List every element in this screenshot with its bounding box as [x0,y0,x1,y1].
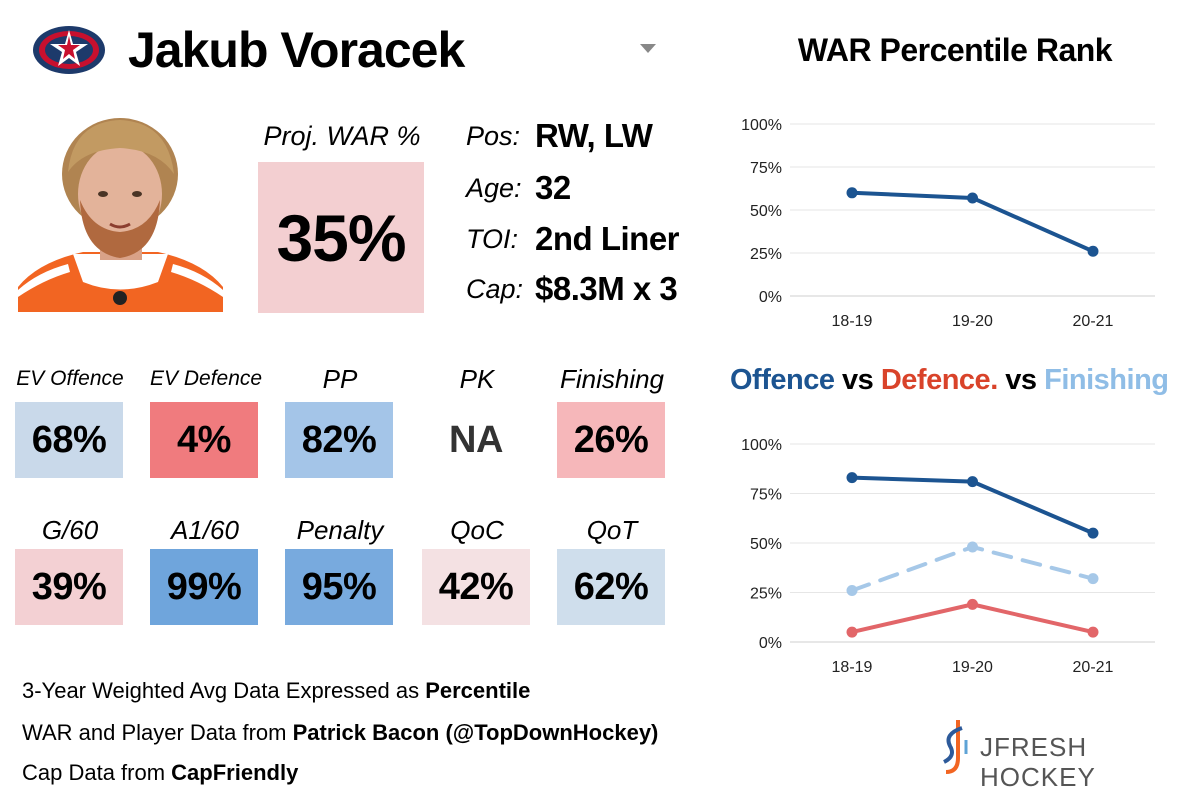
x-tick-label: 20-21 [1073,313,1114,330]
data-point [846,585,858,597]
ovd-title-defence: Defence. [880,364,998,396]
x-tick-label: 18-19 [832,659,873,676]
data-point [967,192,978,204]
stat-value-pp: 82% [285,402,393,478]
y-tick-label: 75% [750,160,782,177]
y-tick-label: 0% [759,635,782,652]
stat-label-g60: G/60 [41,515,99,545]
data-point [1087,573,1099,585]
y-tick-label: 25% [750,586,782,603]
stat-value-g60: 39% [15,549,123,625]
toi-label: TOI: [466,224,519,254]
stat-value-pk: NA [422,402,530,478]
offence-defence-finishing-chart: 100% 75% 50% 25% 0% 18-19 19-20 20-21 [741,437,1155,676]
chevron-down-icon[interactable] [640,44,656,53]
ovd-title-vs-1: vs [834,364,881,396]
player-name: Jakub Voracek [128,22,465,78]
series-line [850,544,1095,593]
y-tick-label: 25% [750,246,782,263]
x-tick-label: 20-21 [1073,659,1114,676]
stat-value-ev-defence: 4% [150,402,258,478]
cap-label: Cap: [466,274,524,304]
stat-value-ev-offence: 68% [15,402,123,478]
stat-value-qoc: 42% [422,549,530,625]
stat-label-a160: A1/60 [171,515,239,545]
x-tick-label: 19-20 [952,659,993,676]
age-value: 32 [535,169,571,206]
y-tick-label: 75% [750,487,782,504]
player-photo [18,112,223,312]
stat-label-finishing: Finishing [559,364,665,394]
stat-label-qot: QoT [586,515,638,545]
war-chart-title: WAR Percentile Rank [797,32,1113,68]
toi-value: 2nd Liner [535,220,680,257]
ovd-title-vs-2: vs [997,364,1045,396]
y-tick-label: 100% [741,437,782,454]
ovd-title-finishing: Finishing [1044,364,1169,396]
stat-label-pk: PK [459,364,495,394]
stat-value-qot: 62% [557,549,665,625]
data-point [1087,527,1099,539]
data-point [1087,245,1099,257]
data-point [846,187,858,199]
x-tick-label: 19-20 [952,313,993,330]
stat-value-penalty: 95% [285,549,393,625]
stat-label-pp: PP [322,364,358,394]
stat-label-ev-offence: EV Offence [16,367,124,390]
stat-label-ev-defence: EV Defence [150,367,263,390]
y-tick-label: 50% [750,536,782,553]
stat-label-qoc: QoC [450,515,504,545]
brand-text: JFRESH HOCKEY [980,732,1096,792]
y-tick-label: 0% [759,289,782,306]
cap-value: $8.3M x 3 [535,270,678,307]
stat-label-penalty: Penalty [296,515,384,545]
x-tick-label: 18-19 [832,313,873,330]
ovd-title-offence: Offence [730,364,835,396]
footer-line-3: Cap Data from CapFriendly [22,760,299,785]
pos-value: RW, LW [535,117,653,154]
data-point [846,472,858,484]
team-logo-icon [30,20,108,80]
footer-line-1: 3-Year Weighted Avg Data Expressed as Pe… [22,678,531,703]
age-label: Age: [466,173,522,203]
proj-war-value: 35% [258,162,424,313]
jfresh-logo-icon [940,718,970,776]
stat-value-a160: 99% [150,549,258,625]
pos-label: Pos: [466,121,521,151]
data-point [967,541,978,553]
data-point [967,598,978,610]
data-point [967,476,978,488]
footer-line-2: WAR and Player Data from Patrick Bacon (… [22,720,659,745]
war-percentile-chart: 100% 75% 50% 25% 0% 18-19 19-20 20-21 [741,117,1155,330]
y-tick-label: 50% [750,203,782,220]
data-point [1087,626,1099,638]
proj-war-label: Proj. WAR % [263,121,421,151]
y-tick-label: 100% [741,117,782,134]
data-point [846,626,858,638]
ovd-chart-title: Offence vs Defence. vs Finishing [730,358,1169,402]
stat-value-finishing: 26% [557,402,665,478]
